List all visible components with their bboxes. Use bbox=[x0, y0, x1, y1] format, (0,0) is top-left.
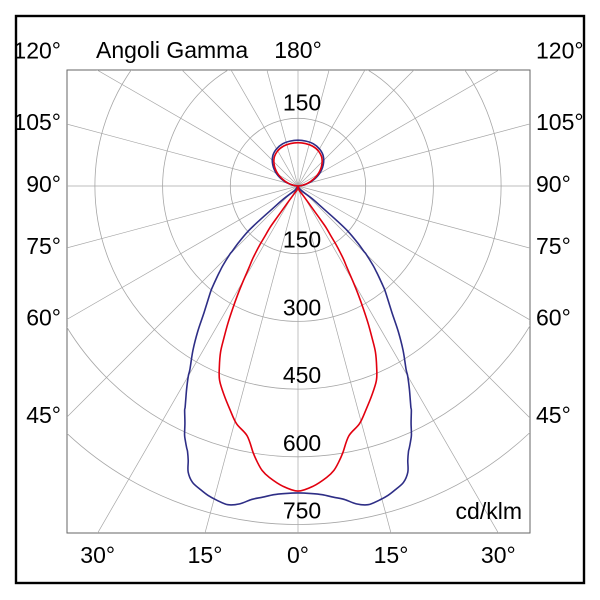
svg-text:150: 150 bbox=[283, 227, 321, 253]
svg-text:60°: 60° bbox=[536, 304, 571, 330]
svg-text:180°: 180° bbox=[274, 37, 322, 63]
svg-text:120°: 120° bbox=[13, 38, 61, 64]
svg-text:120°: 120° bbox=[536, 38, 584, 64]
svg-text:15°: 15° bbox=[188, 542, 223, 568]
svg-text:90°: 90° bbox=[26, 171, 61, 197]
svg-text:600: 600 bbox=[283, 430, 321, 456]
svg-text:30°: 30° bbox=[80, 542, 115, 568]
svg-text:105°: 105° bbox=[13, 109, 61, 135]
svg-text:0°: 0° bbox=[287, 542, 309, 568]
svg-text:300: 300 bbox=[283, 294, 321, 320]
svg-text:75°: 75° bbox=[26, 233, 61, 259]
svg-text:cd/klm: cd/klm bbox=[456, 498, 522, 524]
svg-text:45°: 45° bbox=[536, 402, 571, 428]
svg-text:90°: 90° bbox=[536, 171, 571, 197]
svg-text:60°: 60° bbox=[26, 304, 61, 330]
svg-text:750: 750 bbox=[283, 498, 321, 524]
svg-text:105°: 105° bbox=[536, 109, 584, 135]
svg-text:450: 450 bbox=[283, 362, 321, 388]
svg-text:45°: 45° bbox=[26, 402, 61, 428]
svg-text:Angoli Gamma: Angoli Gamma bbox=[96, 37, 248, 63]
svg-text:150: 150 bbox=[283, 89, 321, 115]
svg-text:75°: 75° bbox=[536, 233, 571, 259]
svg-text:30°: 30° bbox=[481, 542, 516, 568]
svg-text:15°: 15° bbox=[374, 542, 409, 568]
